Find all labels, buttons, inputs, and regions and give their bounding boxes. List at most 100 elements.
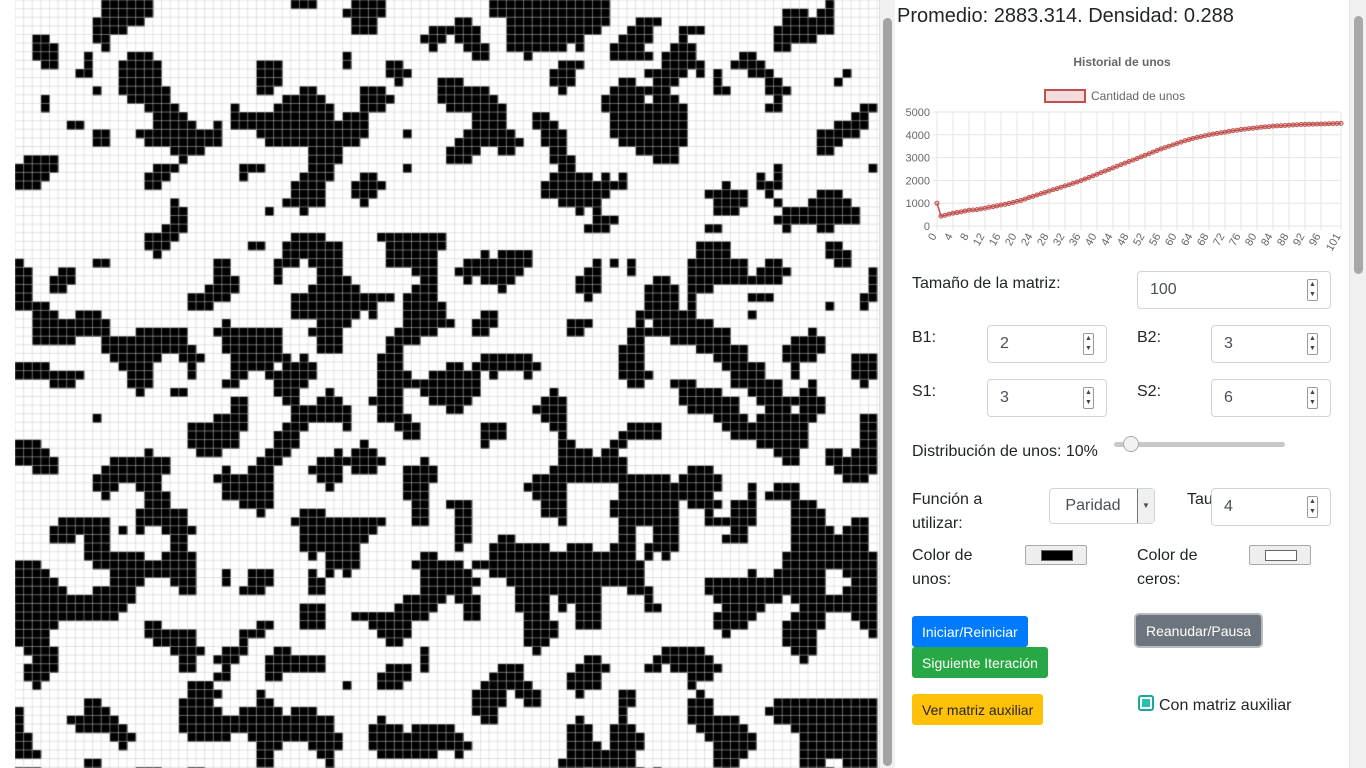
x-tick-label: 88 — [1275, 232, 1292, 249]
data-point — [1150, 149, 1156, 155]
tau-spinner[interactable]: ▲ ▼ — [1307, 496, 1318, 518]
data-point — [1230, 128, 1236, 134]
x-tick-label: 56 — [1147, 232, 1164, 249]
data-point — [986, 204, 992, 210]
data-point — [1282, 122, 1288, 128]
x-tick-label: 76 — [1227, 232, 1244, 249]
b2-spinner[interactable]: ▲ ▼ — [1307, 333, 1318, 355]
data-point — [1090, 173, 1096, 179]
function-select[interactable]: Paridad ▼ — [1049, 488, 1155, 524]
b1-input[interactable]: 2 ▲ ▼ — [987, 325, 1107, 363]
ones-color-picker[interactable] — [1025, 545, 1087, 565]
zeros-color-picker[interactable] — [1249, 545, 1311, 565]
b1-spinner[interactable]: ▲ ▼ — [1083, 333, 1094, 355]
ones-color-label: Color de unos: — [912, 544, 972, 592]
automaton-grid[interactable] — [15, 0, 879, 768]
data-point — [1130, 157, 1136, 163]
data-point — [1006, 200, 1012, 206]
legend-swatch — [1044, 89, 1086, 103]
data-point — [1106, 166, 1112, 172]
data-point — [1094, 171, 1100, 177]
data-point — [1322, 121, 1328, 127]
data-point — [1250, 125, 1256, 131]
data-point — [1334, 121, 1340, 127]
data-point — [1326, 121, 1332, 127]
data-point — [970, 207, 976, 213]
data-point — [938, 213, 944, 219]
s1-label: S1: — [912, 383, 937, 400]
data-point — [1146, 151, 1152, 157]
data-point — [1110, 165, 1116, 171]
data-point — [1222, 129, 1228, 135]
data-point — [998, 202, 1004, 208]
data-point — [1166, 143, 1172, 149]
grid-scrollbar-thumb[interactable] — [883, 18, 892, 766]
view-aux-matrix-button[interactable]: Ver matriz auxiliar — [912, 694, 1044, 725]
x-tick-label: 60 — [1163, 232, 1180, 249]
data-point — [1258, 124, 1264, 130]
data-point — [1202, 133, 1208, 139]
page-scrollbar[interactable] — [1349, 0, 1366, 768]
data-point — [1074, 179, 1080, 185]
data-point — [1318, 121, 1324, 127]
x-tick-label: 72 — [1211, 232, 1228, 249]
data-point — [1038, 191, 1044, 197]
data-point — [1274, 123, 1280, 129]
grid-scrollbar[interactable] — [879, 0, 895, 768]
page-scrollbar-thumb[interactable] — [1354, 16, 1363, 274]
ones-history-chart: Historial de unos Cantidad de unos 0 1000 20… — [906, 55, 1344, 253]
data-point — [1246, 126, 1252, 132]
next-iteration-button[interactable]: Siguiente Iteración — [912, 647, 1048, 678]
s1-spinner[interactable]: ▲ ▼ — [1083, 387, 1094, 409]
x-tick-label: 64 — [1179, 232, 1196, 249]
b2-input[interactable]: 3 ▲ ▼ — [1211, 325, 1331, 363]
data-point — [1238, 127, 1244, 133]
y-tick-label: 2000 — [906, 175, 930, 187]
data-point — [1058, 184, 1064, 190]
s2-value: 6 — [1224, 389, 1233, 406]
data-point — [1254, 125, 1260, 131]
data-point — [1178, 139, 1184, 145]
start-restart-button[interactable]: Iniciar/Reiniciar — [912, 616, 1028, 647]
data-point — [962, 208, 968, 214]
data-point — [1162, 145, 1168, 151]
checkbox-check-icon — [1142, 699, 1150, 707]
data-point — [1286, 122, 1292, 128]
x-tick-label: 12 — [971, 232, 988, 249]
y-tick-label: 3000 — [906, 153, 930, 165]
aux-matrix-checkbox-label: Con matriz auxiliar — [1159, 697, 1292, 714]
x-tick-label: 0 — [926, 232, 939, 243]
function-label-line2: utilizar: — [912, 515, 963, 532]
x-tick-label: 4 — [942, 232, 955, 243]
series-line — [936, 122, 1342, 218]
data-point — [966, 207, 972, 213]
s2-input[interactable]: 6 ▲ ▼ — [1211, 379, 1331, 417]
data-point — [1154, 148, 1160, 154]
matrix-size-spinner[interactable]: ▲ ▼ — [1307, 279, 1318, 301]
matrix-size-input[interactable]: 100 ▲ ▼ — [1137, 271, 1331, 309]
zeros-color-label-line1: Color de — [1137, 547, 1198, 564]
distribution-label: Distribución de unos: 10% — [912, 443, 1098, 460]
data-point — [1018, 197, 1024, 203]
aux-matrix-checkbox[interactable] — [1138, 695, 1154, 711]
data-point — [942, 212, 948, 218]
x-tick-label: 44 — [1099, 232, 1116, 249]
data-point — [1010, 200, 1016, 206]
tau-value: 4 — [1224, 498, 1233, 515]
x-tick-label: 8 — [958, 232, 971, 243]
data-point — [1066, 182, 1072, 188]
distribution-slider-track[interactable] — [1114, 442, 1285, 447]
resume-pause-button[interactable]: Reanudar/Pausa — [1136, 615, 1262, 646]
tau-input[interactable]: 4 ▲ ▼ — [1211, 488, 1331, 526]
zeros-color-label: Color de ceros: — [1137, 544, 1197, 592]
legend-label: Cantidad de unos — [1091, 89, 1185, 103]
s2-spinner[interactable]: ▲ ▼ — [1307, 387, 1318, 409]
function-label: Función a utilizar: — [912, 488, 982, 536]
s1-input[interactable]: 3 ▲ ▼ — [987, 379, 1107, 417]
data-point — [1070, 180, 1076, 186]
x-tick-label: 36 — [1067, 232, 1084, 249]
data-point — [1234, 127, 1240, 133]
zeros-color-swatch — [1265, 550, 1297, 561]
data-point — [1306, 121, 1312, 127]
distribution-slider-handle[interactable] — [1123, 436, 1140, 452]
